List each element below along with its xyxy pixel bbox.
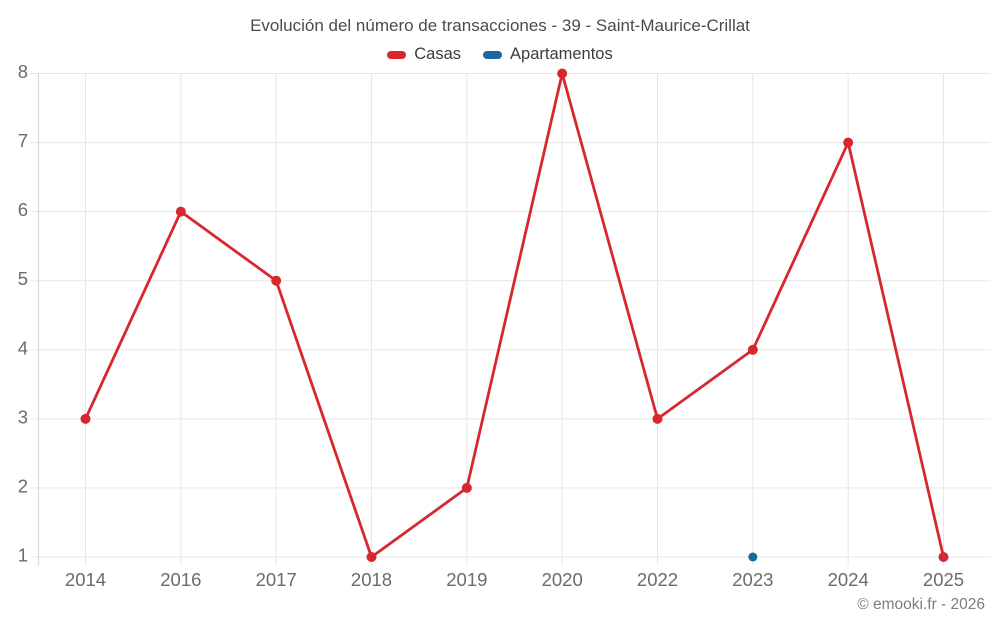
data-point-casas-2016[interactable] — [175, 206, 186, 217]
x-tick-label-2024: 2024 — [828, 569, 869, 590]
x-tick-label-2020: 2020 — [542, 569, 583, 590]
y-tick-label-7: 7 — [18, 130, 28, 151]
legend-label-casas: Casas — [414, 45, 462, 63]
x-tick-label-2018: 2018 — [351, 569, 392, 590]
x-tick-label-2023: 2023 — [732, 569, 773, 590]
y-tick-label-5: 5 — [18, 268, 28, 289]
legend-swatch-casas — [387, 50, 407, 59]
x-tick-label-2017: 2017 — [256, 569, 297, 590]
data-point-casas-2020[interactable] — [557, 68, 568, 79]
data-point-casas-2014[interactable] — [80, 413, 91, 424]
legend-label-apartamentos: Apartamentos — [510, 45, 613, 63]
x-tick-label-2019: 2019 — [446, 569, 487, 590]
data-point-casas-2025[interactable] — [938, 552, 949, 562]
data-point-casas-2018[interactable] — [366, 552, 377, 562]
y-tick-label-6: 6 — [18, 199, 28, 220]
data-point-casas-2022[interactable] — [652, 413, 663, 424]
legend-swatch-apartamentos — [483, 50, 503, 59]
data-point-apartamentos-2023[interactable] — [748, 552, 758, 562]
data-point-casas-2019[interactable] — [461, 482, 472, 493]
data-point-casas-2023[interactable] — [747, 344, 758, 355]
legend-item-apartamentos[interactable]: Apartamentos — [483, 45, 613, 64]
data-point-casas-2017[interactable] — [271, 275, 282, 286]
x-tick-label-2014: 2014 — [65, 569, 106, 590]
chart-title: Evolución del número de transacciones - … — [250, 16, 750, 35]
x-tick-label-2016: 2016 — [160, 569, 201, 590]
y-tick-label-8: 8 — [18, 61, 28, 82]
x-tick-label-2022: 2022 — [637, 569, 678, 590]
series-line-casas — [84, 72, 945, 559]
y-tick-label-2: 2 — [18, 475, 28, 496]
legend-item-casas[interactable]: Casas — [387, 45, 461, 64]
chart-legend: Casas Apartamentos — [0, 45, 1000, 64]
y-tick-label-1: 1 — [18, 545, 28, 566]
y-tick-label-4: 4 — [18, 337, 28, 358]
copyright-text: © emooki.fr - 2026 — [857, 596, 985, 613]
x-tick-label-2025: 2025 — [923, 569, 964, 590]
data-point-casas-2024[interactable] — [843, 137, 854, 148]
y-tick-label-3: 3 — [18, 406, 28, 427]
